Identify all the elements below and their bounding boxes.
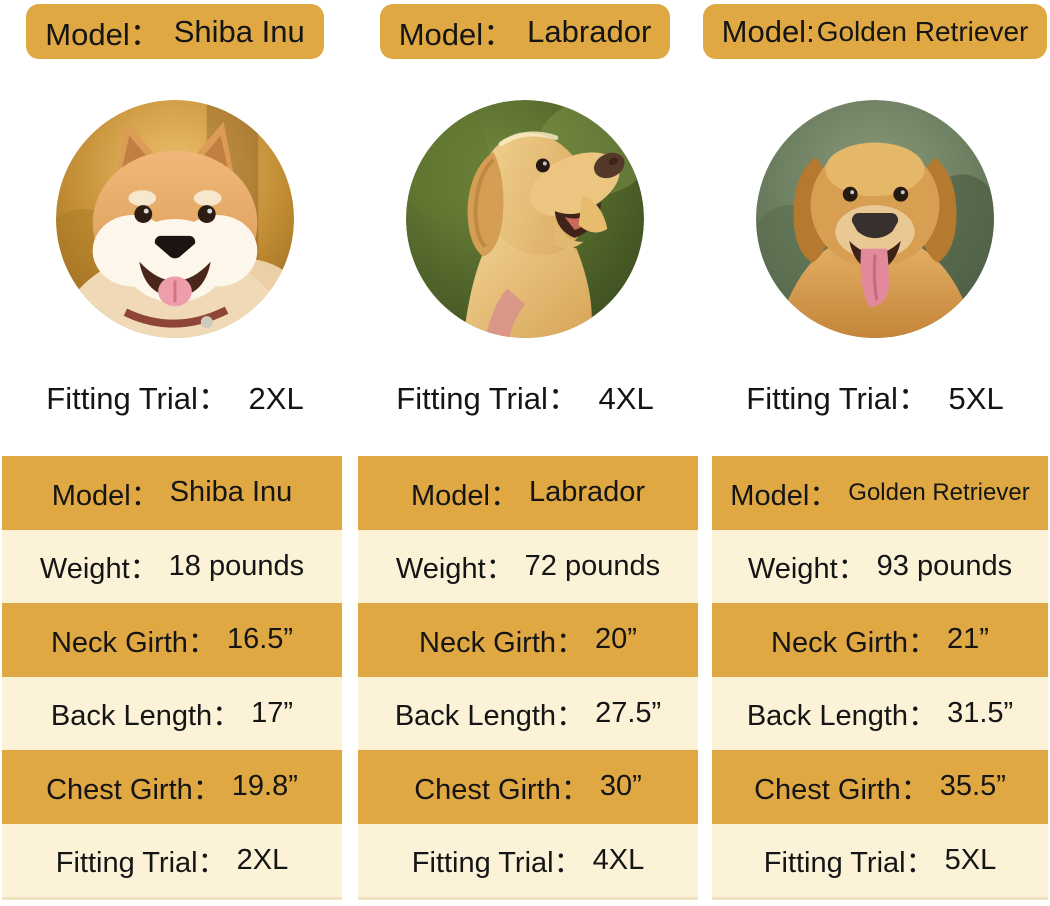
table-row: Back Length： 17”: [2, 676, 342, 750]
row-value: 35.5”: [939, 770, 1006, 803]
row-value: Golden Retriever: [848, 478, 1030, 506]
fitting-trial-value: 5XL: [948, 381, 1004, 416]
row-value: 27.5”: [595, 696, 662, 729]
row-label: Model：: [410, 479, 519, 512]
table-row: Back Length： 27.5”: [358, 676, 698, 750]
column-labrador: Model： Labrador: [350, 0, 700, 418]
table-row: Back Length： 31.5”: [712, 676, 1048, 750]
model-badge-value: Golden Retriever: [816, 15, 1029, 47]
row-label: Fitting Trial：: [763, 847, 935, 880]
table-row: Chest Girth： 30”: [358, 750, 698, 824]
model-badge: Model: Golden Retriever: [702, 4, 1048, 59]
row-label: Back Length：: [394, 700, 586, 733]
table-row: Neck Girth： 16.5”: [2, 603, 342, 677]
dog-columns: Model： Shiba Inu: [0, 0, 1050, 418]
table-row: Weight： 93 pounds: [712, 529, 1048, 603]
golden-retriever-photo: [756, 100, 994, 338]
model-badge-label: Model:: [721, 13, 815, 49]
row-label: Neck Girth：: [771, 626, 938, 659]
row-label: Weight：: [39, 553, 159, 586]
row-value: 4XL: [592, 843, 645, 876]
row-value: 18 pounds: [168, 549, 305, 582]
table-row: Neck Girth： 20”: [358, 603, 698, 677]
row-label: Weight：: [747, 553, 867, 586]
row-value: Shiba Inu: [169, 476, 293, 509]
row-value: 72 pounds: [524, 549, 661, 582]
labrador-illustration: [406, 100, 644, 338]
table-row: Fitting Trial： 2XL: [2, 823, 342, 897]
row-value: 30”: [599, 770, 642, 803]
table-row: Chest Girth： 35.5”: [712, 750, 1048, 824]
size-table-shiba-inu: Model： Shiba Inu Weight： 18 pounds Neck …: [2, 456, 342, 900]
labrador-photo: [406, 100, 644, 338]
row-label: Model：: [730, 479, 839, 512]
model-badge: Model： Shiba Inu: [26, 4, 324, 59]
shiba-inu-illustration: [56, 100, 294, 338]
row-value: 31.5”: [947, 696, 1014, 729]
size-table-labrador: Model： Labrador Weight： 72 pounds Neck G…: [358, 456, 698, 900]
row-label: Back Length：: [50, 700, 242, 733]
row-label: Chest Girth：: [46, 773, 222, 806]
fitting-trial-label: Fitting Trial：: [46, 381, 229, 416]
table-row: Neck Girth： 21”: [712, 603, 1048, 677]
column-golden-retriever: Model: Golden Retriever: [700, 0, 1050, 418]
row-label: Model：: [51, 479, 160, 512]
fitting-trial-label: Fitting Trial：: [746, 381, 929, 416]
table-row: Model： Golden Retriever: [712, 456, 1048, 530]
row-label: Neck Girth：: [50, 626, 217, 659]
model-badge-value: Shiba Inu: [173, 13, 305, 49]
row-label: Fitting Trial：: [411, 847, 583, 880]
row-label: Fitting Trial：: [55, 847, 227, 880]
row-label: Neck Girth：: [419, 626, 586, 659]
fitting-trial-value: 2XL: [248, 381, 304, 416]
model-badge: Model： Labrador: [379, 4, 671, 59]
table-row: Fitting Trial： 5XL: [712, 823, 1048, 897]
column-shiba-inu: Model： Shiba Inu: [0, 0, 350, 418]
fitting-trial-value: 4XL: [598, 381, 654, 416]
row-value: 20”: [595, 623, 637, 656]
table-row: Model： Labrador: [358, 456, 698, 530]
table-row: Weight： 18 pounds: [2, 529, 342, 603]
fitting-trial-caption: Fitting Trial： 2XL: [46, 373, 303, 418]
row-label: Weight：: [395, 553, 515, 586]
model-badge-label: Model：: [45, 17, 161, 52]
golden-retriever-illustration: [756, 100, 994, 338]
size-table-golden-retriever: Model： Golden Retriever Weight： 93 pound…: [712, 456, 1048, 900]
row-label: Back Length：: [746, 700, 938, 733]
row-label: Chest Girth：: [754, 773, 930, 806]
fitting-trial-label: Fitting Trial：: [396, 381, 579, 416]
model-badge-label: Model：: [398, 17, 515, 52]
row-value: 17”: [251, 696, 294, 729]
table-row: Weight： 72 pounds: [358, 529, 698, 603]
row-label: Chest Girth：: [414, 773, 590, 806]
row-value: 5XL: [944, 843, 997, 876]
table-row: Chest Girth： 19.8”: [2, 750, 342, 824]
shiba-inu-photo: [56, 100, 294, 338]
fitting-trial-caption: Fitting Trial： 4XL: [396, 373, 653, 418]
fitting-trial-caption: Fitting Trial： 5XL: [746, 373, 1003, 418]
table-row: Model： Shiba Inu: [2, 456, 342, 530]
row-value: 21”: [947, 623, 989, 656]
row-value: 2XL: [236, 843, 289, 876]
table-row: Fitting Trial： 4XL: [358, 823, 698, 897]
row-value: Labrador: [528, 476, 646, 509]
row-value: 16.5”: [226, 623, 294, 656]
row-value: 19.8”: [231, 770, 298, 803]
model-badge-value: Labrador: [527, 13, 652, 49]
row-value: 93 pounds: [876, 549, 1013, 582]
